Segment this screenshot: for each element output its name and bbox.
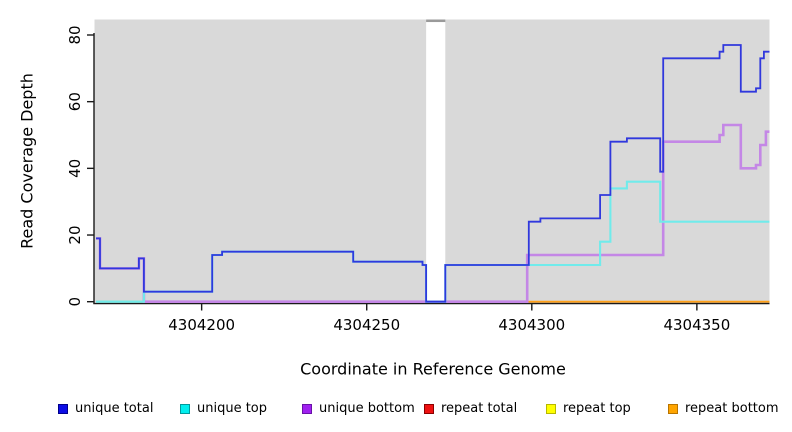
legend-item-unique-bottom: unique bottom — [302, 401, 415, 416]
legend-swatch-repeat-bottom — [668, 403, 678, 414]
legend-label: unique total — [75, 401, 154, 416]
x-tick-label: 4304300 — [498, 316, 565, 334]
x-tick-label: 4304200 — [168, 316, 235, 334]
y-axis-title: Read Coverage Depth — [17, 73, 37, 249]
legend-swatch-unique-total — [58, 403, 68, 414]
y-tick-label: 80 — [66, 25, 84, 44]
legend-label: repeat bottom — [685, 401, 779, 416]
legend-item-unique-total: unique total — [58, 401, 153, 416]
y-tick-label: 40 — [66, 159, 84, 178]
y-tick-label: 0 — [66, 297, 84, 307]
legend-item-unique-top: unique top — [180, 401, 267, 416]
masked-region — [426, 22, 446, 302]
y-tick-label: 20 — [66, 225, 84, 244]
legend-swatch-unique-top — [180, 403, 190, 414]
x-tick-label: 4304350 — [663, 316, 730, 334]
legend-swatch-unique-bottom — [302, 403, 312, 414]
legend-swatch-repeat-total — [424, 403, 434, 414]
legend-label: unique bottom — [319, 401, 415, 416]
legend-item-repeat-total: repeat total — [424, 401, 517, 416]
x-axis-title: Coordinate in Reference Genome — [300, 359, 566, 379]
legend-label: unique top — [197, 401, 268, 416]
legend-item-repeat-bottom: repeat bottom — [668, 401, 779, 416]
legend-swatch-repeat-top — [546, 403, 556, 414]
masked-region-cap — [426, 19, 446, 23]
legend-label: repeat total — [441, 401, 518, 416]
y-tick-label: 60 — [66, 92, 84, 111]
x-tick-label: 4304250 — [333, 316, 400, 334]
legend-label: repeat top — [563, 401, 631, 416]
series-line-unique-total — [96, 44, 770, 303]
legend-item-repeat-top: repeat top — [546, 401, 631, 416]
